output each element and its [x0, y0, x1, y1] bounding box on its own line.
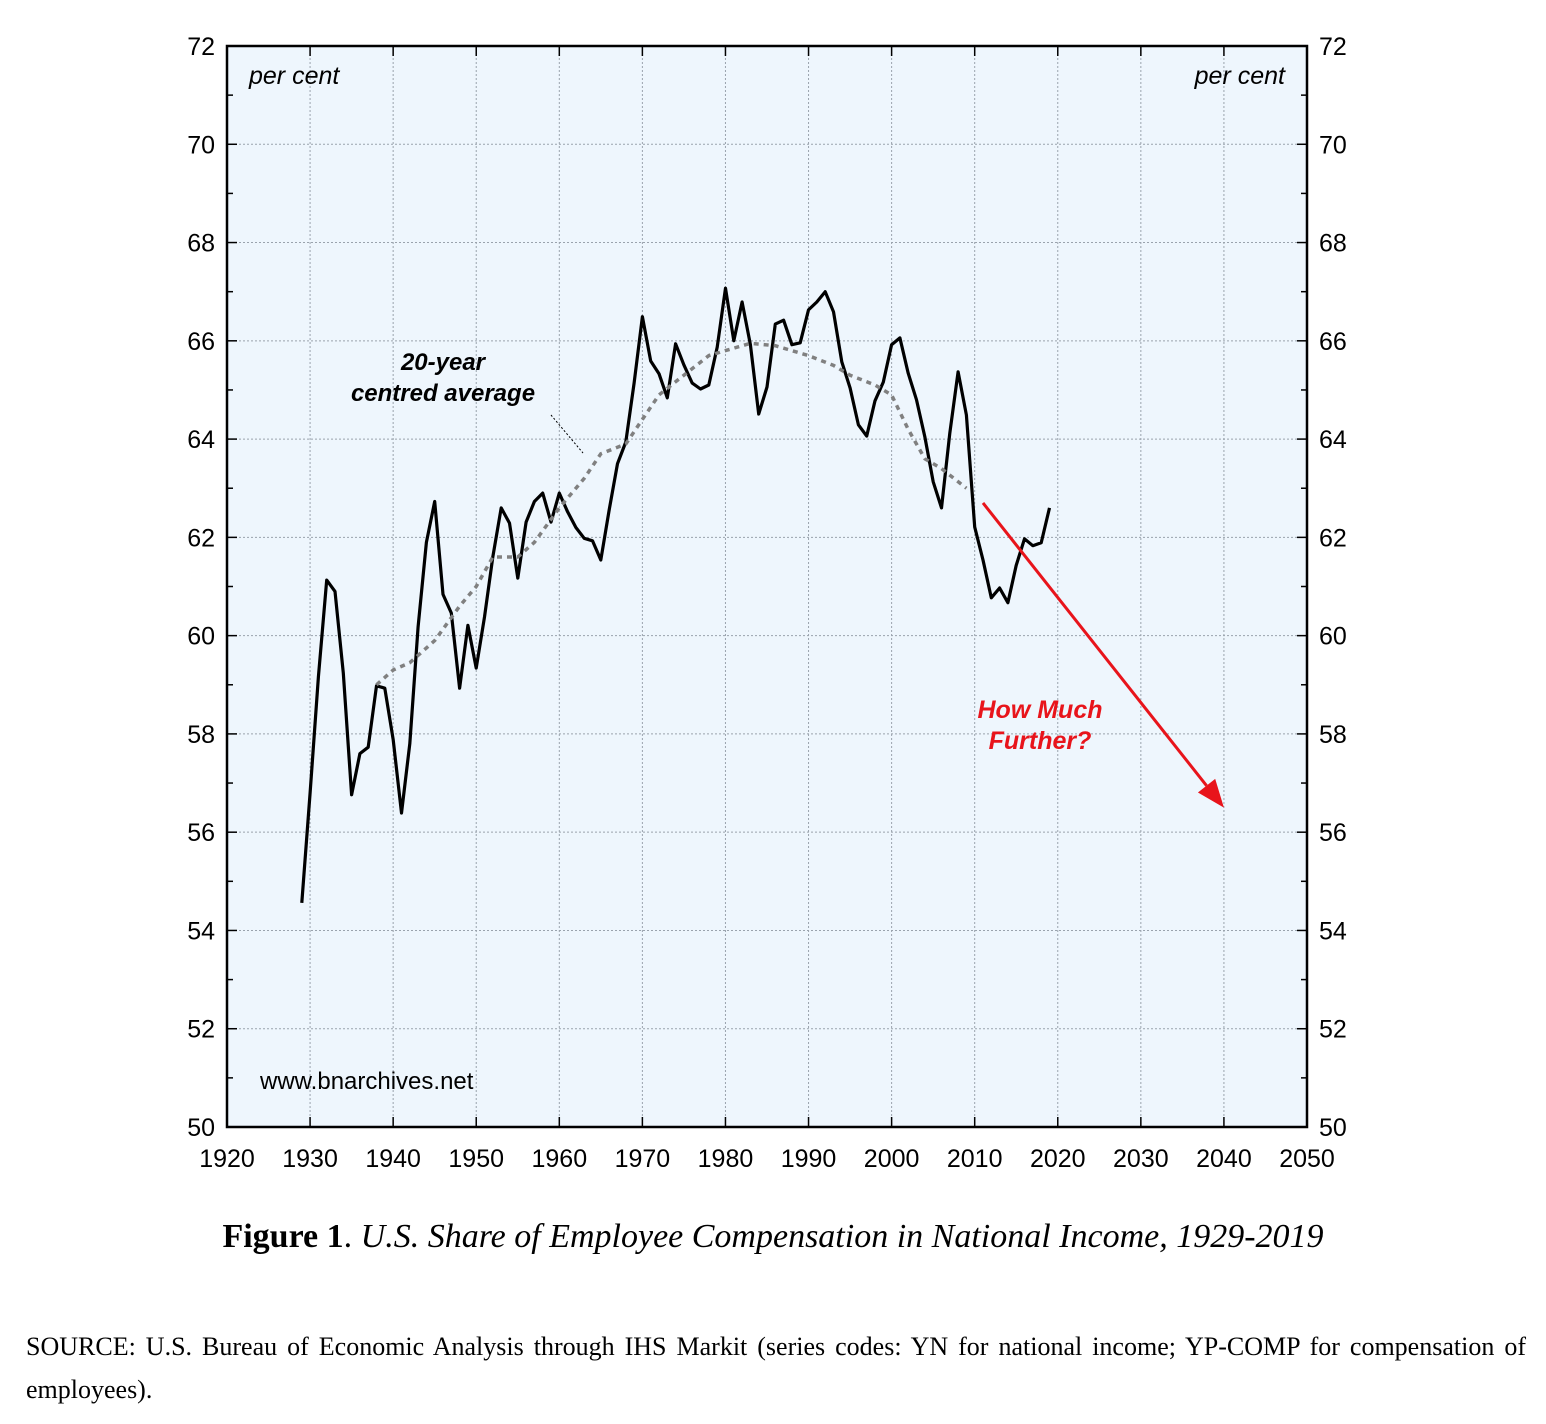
- y-tick-label-right: 50: [1319, 1114, 1347, 1142]
- y-tick-label-left: 72: [187, 33, 215, 61]
- plot-background: [227, 46, 1307, 1127]
- x-tick-label: 1920: [199, 1145, 255, 1173]
- projection-arrow-head: [1197, 778, 1224, 808]
- y-tick-label-left: 60: [187, 623, 215, 651]
- x-tick-label: 2050: [1279, 1145, 1335, 1173]
- average-line: [375, 341, 968, 687]
- x-tick-label: 2040: [1196, 1145, 1252, 1173]
- y-tick-label-right: 68: [1319, 230, 1347, 258]
- y-unit-left: per cent: [248, 62, 340, 90]
- y-tick-label-right: 60: [1319, 623, 1347, 651]
- y-tick-label-right: 52: [1319, 1016, 1347, 1044]
- y-tick-label-left: 52: [187, 1016, 215, 1044]
- y-tick-label-right: 54: [1319, 917, 1347, 945]
- x-tick-label: 1980: [698, 1145, 754, 1173]
- projection-arrow-line: [981, 502, 1208, 787]
- x-tick-label: 1960: [531, 1145, 587, 1173]
- x-tick-label: 2020: [1030, 1145, 1086, 1173]
- y-tick-label-left: 56: [187, 819, 215, 847]
- figure-title: U.S. Share of Employee Compensation in N…: [360, 1218, 1324, 1255]
- x-tick-label: 2000: [864, 1145, 920, 1173]
- y-tick-label-left: 62: [187, 524, 215, 552]
- x-tick-label: 1970: [615, 1145, 671, 1173]
- x-tick-label: 1940: [365, 1145, 421, 1173]
- y-unit-right: per cent: [1194, 62, 1286, 90]
- arrow-label-line2: Further?: [989, 727, 1092, 755]
- y-tick-label-left: 64: [187, 426, 215, 454]
- y-tick-label-right: 70: [1319, 131, 1347, 159]
- plot-frame: [225, 44, 1309, 1129]
- compensation-share-line: [300, 286, 1052, 904]
- watermark: www.bnarchives.net: [259, 1068, 474, 1095]
- y-tick-label-right: 62: [1319, 524, 1347, 552]
- source-note: SOURCE: U.S. Bureau of Economic Analysis…: [26, 1332, 1526, 1404]
- x-tick-label: 2030: [1113, 1145, 1169, 1173]
- arrow-label-line1: How Much: [978, 696, 1103, 724]
- y-tick-label-left: 70: [187, 131, 215, 159]
- average-label-line1: 20-year: [400, 349, 487, 376]
- x-tick-label: 1950: [448, 1145, 504, 1173]
- caption-separator: .: [343, 1218, 361, 1255]
- y-tick-label-right: 58: [1319, 721, 1347, 749]
- y-tick-label-right: 56: [1319, 819, 1347, 847]
- x-tick-label: 2010: [947, 1145, 1003, 1173]
- x-tick-label: 1990: [781, 1145, 837, 1173]
- y-tick-label-left: 58: [187, 721, 215, 749]
- y-tick-label-right: 72: [1319, 33, 1347, 61]
- y-tick-label-left: 66: [187, 328, 215, 356]
- y-tick-label-right: 66: [1319, 328, 1347, 356]
- y-tick-label-left: 50: [187, 1114, 215, 1142]
- y-tick-label-left: 68: [187, 230, 215, 258]
- average-label-leader: [550, 414, 584, 454]
- y-tick-label-left: 54: [187, 917, 215, 945]
- x-tick-label: 1930: [282, 1145, 338, 1173]
- figure-caption: Figure 1. U.S. Share of Employee Compens…: [0, 1218, 1546, 1256]
- chart: 1920 1930 1940 1950 1960 1970 1980 1990 2000 2010…: [187, 33, 1347, 1173]
- figure-label: Figure 1: [222, 1218, 344, 1255]
- average-label-line2: centred average: [351, 380, 535, 407]
- y-tick-label-right: 64: [1319, 426, 1347, 454]
